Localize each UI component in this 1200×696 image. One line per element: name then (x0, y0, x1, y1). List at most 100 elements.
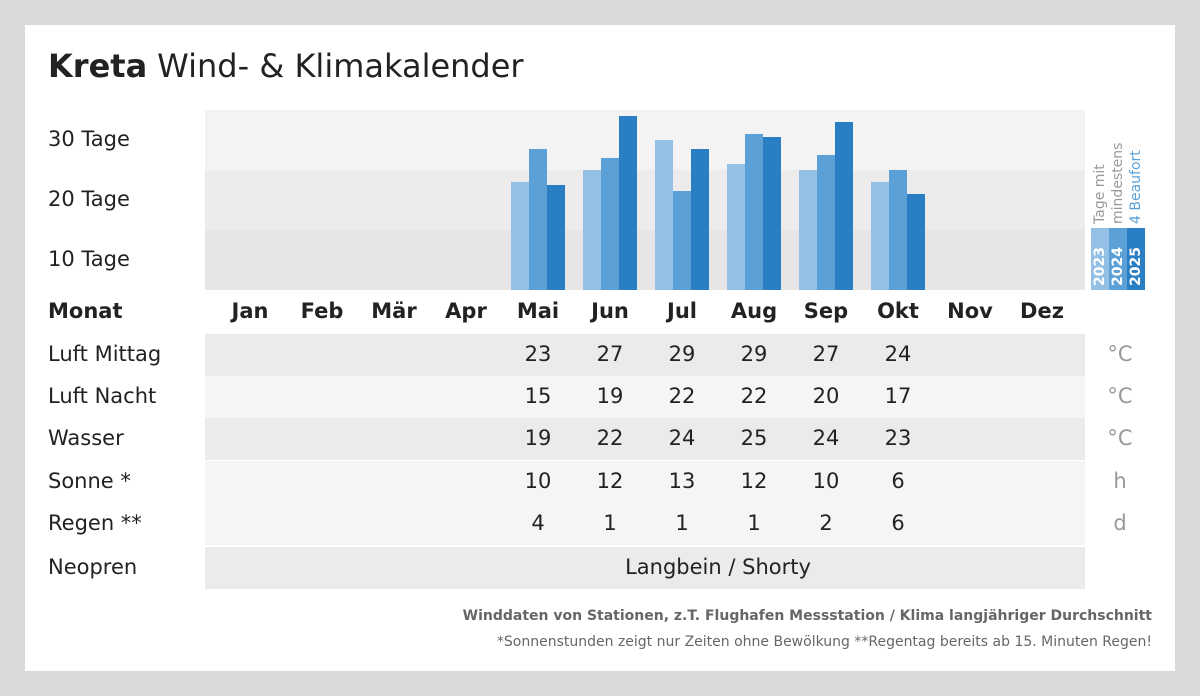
row-text: Langbein / Shorty (625, 555, 811, 579)
cell-value: 24 (813, 426, 840, 450)
title-text: Wind- & Klimakalender (157, 47, 524, 85)
bar (799, 170, 817, 290)
bar (871, 182, 889, 290)
month-label: Mai (517, 299, 559, 323)
month-label: Okt (877, 299, 919, 323)
cell-value: 19 (597, 384, 624, 408)
month-label: Feb (301, 299, 344, 323)
row-label: Neopren (48, 555, 137, 579)
bar (889, 170, 907, 290)
bar (547, 185, 565, 290)
row-background (205, 547, 1085, 589)
bar (511, 182, 529, 290)
cell-value: 17 (885, 384, 912, 408)
bar (763, 137, 781, 290)
row-unit: °C (1107, 384, 1132, 408)
bar (601, 158, 619, 290)
bar (691, 149, 709, 290)
month-label: Apr (445, 299, 487, 323)
cell-value: 25 (741, 426, 768, 450)
month-label: Jun (589, 299, 629, 323)
cell-value: 4 (531, 511, 544, 535)
cell-value: 23 (885, 426, 912, 450)
row-unit: °C (1107, 342, 1132, 366)
row-label: Wasser (48, 426, 124, 450)
footnote: Winddaten von Stationen, z.T. Flughafen … (463, 608, 1153, 624)
title: Kreta Wind- & Klimakalender (48, 47, 524, 85)
legend-swatch (1127, 228, 1145, 290)
cell-value: 24 (669, 426, 696, 450)
row-background (205, 461, 1085, 503)
row-label: Luft Mittag (48, 342, 161, 366)
legend-swatch (1109, 228, 1127, 290)
month-label: Aug (731, 299, 777, 323)
title-location: Kreta (48, 47, 147, 85)
legend-title: 4 Beaufort (1128, 150, 1144, 224)
cell-value: 6 (891, 469, 904, 493)
bar (529, 149, 547, 290)
y-tick-label: 20 Tage (48, 187, 130, 211)
cell-value: 1 (603, 511, 616, 535)
row-unit: °C (1107, 426, 1132, 450)
month-label: Nov (947, 299, 993, 323)
bar (817, 155, 835, 290)
cell-value: 1 (675, 511, 688, 535)
legend-label: 2023 (1092, 247, 1108, 286)
cell-value: 2 (819, 511, 832, 535)
grid-band (205, 170, 1085, 230)
month-label: Dez (1020, 299, 1064, 323)
row-unit: d (1113, 511, 1126, 535)
cell-value: 12 (741, 469, 768, 493)
bar (655, 140, 673, 290)
legend-label: 2024 (1110, 247, 1126, 286)
cell-value: 6 (891, 511, 904, 535)
cell-value: 22 (597, 426, 624, 450)
cell-value: 20 (813, 384, 840, 408)
legend-title: Tage mit (1092, 164, 1108, 225)
table-header: Monat (48, 299, 122, 323)
cell-value: 10 (813, 469, 840, 493)
cell-value: 13 (669, 469, 696, 493)
bar (619, 116, 637, 290)
legend-swatch (1091, 228, 1109, 290)
row-background (205, 418, 1085, 460)
row-background (205, 503, 1085, 545)
cell-value: 29 (669, 342, 696, 366)
bar (745, 134, 763, 290)
cell-value: 19 (525, 426, 552, 450)
row-label: Luft Nacht (48, 384, 156, 408)
bar (583, 170, 601, 290)
grid-band (205, 110, 1085, 170)
y-tick-label: 10 Tage (48, 247, 130, 271)
grid-band (205, 230, 1085, 290)
month-label: Jul (665, 299, 697, 323)
bar (673, 191, 691, 290)
cell-value: 29 (741, 342, 768, 366)
cell-value: 1 (747, 511, 760, 535)
cell-value: 12 (597, 469, 624, 493)
row-label: Sonne * (48, 469, 131, 493)
month-label: Jan (230, 299, 269, 323)
bar (907, 194, 925, 290)
legend-label: 2025 (1128, 247, 1144, 286)
bar (835, 122, 853, 290)
cell-value: 10 (525, 469, 552, 493)
row-unit: h (1113, 469, 1126, 493)
cell-value: 23 (525, 342, 552, 366)
cell-value: 27 (813, 342, 840, 366)
cell-value: 24 (885, 342, 912, 366)
month-label: Mär (371, 299, 417, 323)
cell-value: 27 (597, 342, 624, 366)
month-label: Sep (804, 299, 848, 323)
cell-value: 15 (525, 384, 552, 408)
cell-value: 22 (669, 384, 696, 408)
bar (727, 164, 745, 290)
row-label: Regen ** (48, 511, 142, 535)
y-tick-label: 30 Tage (48, 127, 130, 151)
legend-title: mindestens (1110, 143, 1126, 224)
footnote: *Sonnenstunden zeigt nur Zeiten ohne Bew… (497, 634, 1152, 650)
cell-value: 22 (741, 384, 768, 408)
row-background (205, 376, 1085, 418)
row-background (205, 334, 1085, 376)
